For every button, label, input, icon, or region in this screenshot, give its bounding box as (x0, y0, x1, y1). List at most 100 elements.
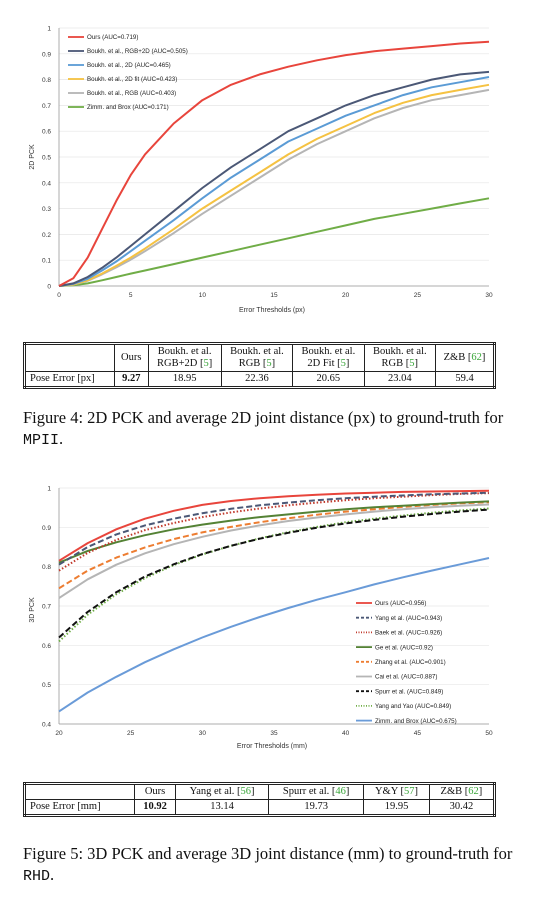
x-tick-label: 15 (270, 292, 278, 299)
y-tick-label: 0.7 (42, 103, 51, 110)
table-header-row: Ours Boukh. et al. RGB+2D [5] Boukh. et a… (24, 343, 495, 372)
x-tick-label: 30 (199, 730, 207, 737)
x-tick-label: 30 (485, 292, 493, 299)
series-line (58, 503, 490, 599)
figure5-xlabel: Error Thresholds (mm) (237, 743, 307, 750)
y-tick-label: 0.8 (42, 564, 51, 571)
table-header-cell: Yang et al. [56] (175, 783, 270, 800)
table-row: Pose Error [px] 9.27 18.95 22.36 20.65 2… (24, 371, 495, 388)
table-header-row: Ours Yang et al. [56] Spurr et al. [46] … (24, 783, 496, 800)
y-tick-label: 0.6 (42, 643, 51, 650)
table-cell: 20.65 (292, 371, 365, 388)
y-tick-label: 0.8 (42, 77, 51, 84)
series-line (58, 500, 490, 564)
series-line (58, 76, 490, 287)
series-line (58, 83, 490, 287)
table-corner (24, 783, 135, 800)
x-tick-label: 25 (414, 292, 422, 299)
figure4-xlabel: Error Thresholds (px) (239, 307, 305, 314)
y-tick-label: 1 (47, 26, 51, 33)
legend-label: Cai et al. (AUC=0.887) (375, 674, 437, 681)
table-header-cell: Ours (114, 343, 149, 372)
legend-label: Zhang et al. (AUC=0.901) (375, 659, 446, 666)
series-line (58, 489, 490, 562)
table-header-cell: Spurr et al. [46] (268, 783, 365, 800)
series-line (58, 557, 490, 713)
y-tick-label: 1 (47, 486, 51, 493)
legend-label: Ours (AUC=0.719) (87, 34, 138, 41)
series-line (58, 70, 490, 287)
y-tick-label: 0.4 (42, 180, 51, 187)
x-tick-label: 50 (485, 730, 493, 737)
table-cell: 13.14 (175, 799, 270, 816)
table-cell: 19.95 (363, 799, 430, 816)
figure5-pck-chart: 0.4 0.5 0.6 0.7 0.8 0.9 1 20 25 30 35 40 45 50 3D PCK… (29, 486, 493, 751)
figure5-caption: Figure 5: 3D PCK and average 3D joint di… (23, 844, 513, 885)
table-row-label: Pose Error [mm] (24, 799, 135, 816)
dataset-name: RHD (23, 868, 51, 885)
y-tick-label: 0.3 (42, 206, 51, 213)
figure5-ylabel: 3D PCK (29, 597, 36, 623)
caption-text: Figure 5: 3D PCK and average 3D joint di… (23, 844, 513, 863)
table-cell: 59.4 (435, 371, 495, 388)
figure5-table: Ours Yang et al. [56] Spurr et al. [46] … (23, 782, 496, 817)
figure5-grid (59, 487, 489, 725)
figure5-axes: 0.4 0.5 0.6 0.7 0.8 0.9 1 20 25 30 35 40 45 50 (42, 486, 493, 738)
legend-label: Yang and Yao (AUC=0.849) (375, 703, 451, 710)
x-tick-label: 10 (199, 292, 207, 299)
y-tick-label: 0.9 (42, 51, 51, 58)
figure5-lines (58, 489, 490, 713)
x-tick-label: 35 (270, 730, 278, 737)
legend-label: Boukh. et al., 2D fit (AUC=0.423) (87, 76, 177, 83)
x-tick-label: 20 (342, 292, 350, 299)
table-row: Pose Error [mm] 10.92 13.14 19.73 19.95 … (24, 799, 496, 816)
legend-label: Boukh. et al., RGB (AUC=0.403) (87, 90, 176, 97)
y-tick-label: 0.4 (42, 722, 51, 729)
y-tick-label: 0.1 (42, 258, 51, 265)
table-cell: 22.36 (220, 371, 294, 388)
legend-label: Boukh. et al., RGB+2D (AUC=0.505) (87, 48, 188, 55)
legend-label: Boukh. et al., 2D (AUC=0.465) (87, 62, 171, 69)
legend-label: Ge et al. (AUC=0.92) (375, 644, 433, 651)
y-tick-label: 0.9 (42, 525, 51, 532)
y-tick-label: 0.5 (42, 155, 51, 162)
table-header-cell: Y&Y [57] (363, 783, 430, 800)
table-header-cell: Boukh. et al. RGB [5] (363, 343, 437, 372)
y-tick-label: 0.2 (42, 232, 51, 239)
legend-label: Zimm. and Brox (AUC=0.171) (87, 104, 169, 111)
table-header-cell: Boukh. et al. RGB+2D [5] (147, 343, 222, 372)
table-cell: 10.92 (133, 799, 177, 816)
y-tick-label: 0 (47, 284, 51, 291)
x-tick-label: 0 (57, 292, 61, 299)
y-tick-label: 0.5 (42, 682, 51, 689)
figure4-ylabel: 2D PCK (29, 144, 36, 170)
table-row-label: Pose Error [px] (24, 371, 115, 388)
table-header-cell: Boukh. et al. 2D Fit [5] (292, 343, 365, 372)
figure4-pck-chart: 00.10.20.30.40.50.60.70.80.910 5 10 15 20 25 3… (29, 26, 493, 315)
figure4-lines (58, 40, 490, 287)
legend-label: Yang et al. (AUC=0.943) (375, 615, 442, 622)
x-tick-label: 45 (414, 730, 422, 737)
table-cell: 23.04 (363, 371, 437, 388)
table-header-cell: Z&B [62] (428, 783, 496, 800)
legend-label: Spurr et al. (AUC=0.849) (375, 688, 443, 695)
table-header-cell: Z&B [62] (435, 343, 495, 372)
figure4-table: Ours Boukh. et al. RGB+2D [5] Boukh. et a… (23, 342, 496, 389)
series-line (58, 40, 490, 287)
figure4-axes: 00.10.20.30.40.50.60.70.80.910 5 10 15 20 25 3… (42, 26, 493, 300)
figure4-caption: Figure 4: 2D PCK and average 2D joint di… (23, 408, 504, 449)
legend-label: Ours (AUC=0.956) (375, 600, 426, 607)
y-tick-label: 0.6 (42, 129, 51, 136)
y-tick-label: 0.7 (42, 604, 51, 611)
figure5-legend: Ours (AUC=0.956) Yang et al. (AUC=0.943) B… (356, 600, 457, 725)
figure4-legend: Ours (AUC=0.719) Boukh. et al., RGB+2D (A… (68, 34, 188, 111)
series-line (58, 197, 490, 287)
table-cell: 9.27 (114, 371, 149, 388)
x-tick-label: 25 (127, 730, 135, 737)
series-line (58, 491, 490, 566)
table-cell: 18.95 (147, 371, 222, 388)
legend-label: Zimm. and Brox (AUC=0.675) (375, 718, 457, 725)
table-header-cell: Boukh. et al. RGB [5] (220, 343, 294, 372)
x-tick-label: 40 (342, 730, 350, 737)
table-header-cell: Ours (133, 783, 177, 800)
